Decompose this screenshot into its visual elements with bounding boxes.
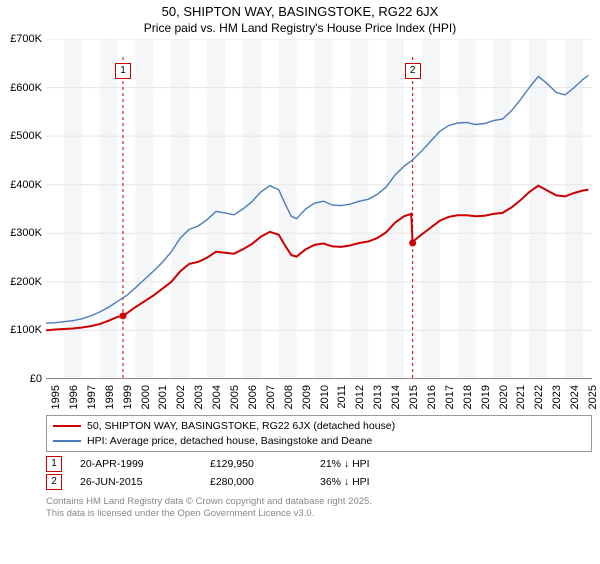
x-axis-label: 2022: [533, 385, 545, 409]
transaction-row: 1 20-APR-1999 £129,950 21% ↓ HPI: [46, 456, 592, 472]
transaction-date: 26-JUN-2015: [80, 476, 210, 488]
y-axis-label: £600K: [10, 82, 42, 94]
transaction-price: £280,000: [210, 476, 320, 488]
x-axis-label: 2015: [408, 385, 420, 409]
y-axis-label: £700K: [10, 33, 42, 45]
chart-container: 50, SHIPTON WAY, BASINGSTOKE, RG22 6JX P…: [0, 4, 600, 564]
legend-swatch-price: [53, 425, 81, 427]
x-axis-label: 2017: [444, 385, 456, 409]
x-axis-label: 2003: [193, 385, 205, 409]
chart-marker-box: 2: [405, 63, 421, 79]
y-axis-label: £400K: [10, 179, 42, 191]
x-axis-label: 2013: [372, 385, 384, 409]
transaction-marker: 2: [46, 474, 62, 490]
transaction-date: 20-APR-1999: [80, 458, 210, 470]
x-axis-label: 2009: [301, 385, 313, 409]
x-axis-label: 2025: [587, 385, 599, 409]
x-axis-label: 2000: [140, 385, 152, 409]
legend-label-hpi: HPI: Average price, detached house, Basi…: [87, 435, 372, 447]
y-axis-label: £100K: [10, 324, 42, 336]
transaction-marker: 1: [46, 456, 62, 472]
x-axis-label: 2007: [265, 385, 277, 409]
chart-subtitle: Price paid vs. HM Land Registry's House …: [0, 21, 600, 35]
x-axis-label: 2012: [354, 385, 366, 409]
x-axis-label: 1996: [68, 385, 80, 409]
x-axis-label: 2014: [390, 385, 402, 409]
x-axis-label: 2019: [480, 385, 492, 409]
x-axis-label: 2021: [515, 385, 527, 409]
chart-svg: [46, 39, 592, 379]
x-axis-label: 1999: [122, 385, 134, 409]
transactions-table: 1 20-APR-1999 £129,950 21% ↓ HPI 2 26-JU…: [46, 456, 592, 490]
x-axis-label: 2006: [247, 385, 259, 409]
x-axis-label: 2004: [211, 385, 223, 409]
x-axis-label: 2005: [229, 385, 241, 409]
x-axis-label: 1998: [104, 385, 116, 409]
legend-label-price: 50, SHIPTON WAY, BASINGSTOKE, RG22 6JX (…: [87, 420, 395, 432]
x-axis-label: 2018: [462, 385, 474, 409]
x-axis-label: 1997: [86, 385, 98, 409]
y-axis-label: £200K: [10, 276, 42, 288]
footer-line2: This data is licensed under the Open Gov…: [46, 508, 592, 520]
x-axis-label: 2010: [319, 385, 331, 409]
chart-title: 50, SHIPTON WAY, BASINGSTOKE, RG22 6JX: [0, 4, 600, 19]
x-axis-label: 2011: [336, 385, 348, 409]
transaction-diff: 36% ↓ HPI: [320, 476, 440, 488]
x-axis-label: 2016: [426, 385, 438, 409]
legend-row-price: 50, SHIPTON WAY, BASINGSTOKE, RG22 6JX (…: [53, 419, 585, 434]
y-axis-label: £0: [30, 373, 42, 385]
footer-line1: Contains HM Land Registry data © Crown c…: [46, 496, 592, 508]
x-axis-label: 2020: [498, 385, 510, 409]
transaction-diff: 21% ↓ HPI: [320, 458, 440, 470]
x-axis-label: 2024: [569, 385, 581, 409]
transaction-price: £129,950: [210, 458, 320, 470]
y-axis-label: £500K: [10, 130, 42, 142]
chart-marker-box: 1: [115, 63, 131, 79]
x-axis-label: 1995: [50, 385, 62, 409]
footer: Contains HM Land Registry data © Crown c…: [46, 496, 592, 520]
chart-area: 12£0£100K£200K£300K£400K£500K£600K£700K1…: [46, 39, 592, 409]
legend-swatch-hpi: [53, 440, 81, 442]
x-axis-label: 2008: [283, 385, 295, 409]
x-axis-label: 2002: [175, 385, 187, 409]
y-axis-label: £300K: [10, 227, 42, 239]
x-axis-label: 2023: [551, 385, 563, 409]
transaction-row: 2 26-JUN-2015 £280,000 36% ↓ HPI: [46, 474, 592, 490]
legend: 50, SHIPTON WAY, BASINGSTOKE, RG22 6JX (…: [46, 415, 592, 452]
x-axis-label: 2001: [157, 385, 169, 409]
legend-row-hpi: HPI: Average price, detached house, Basi…: [53, 434, 585, 449]
